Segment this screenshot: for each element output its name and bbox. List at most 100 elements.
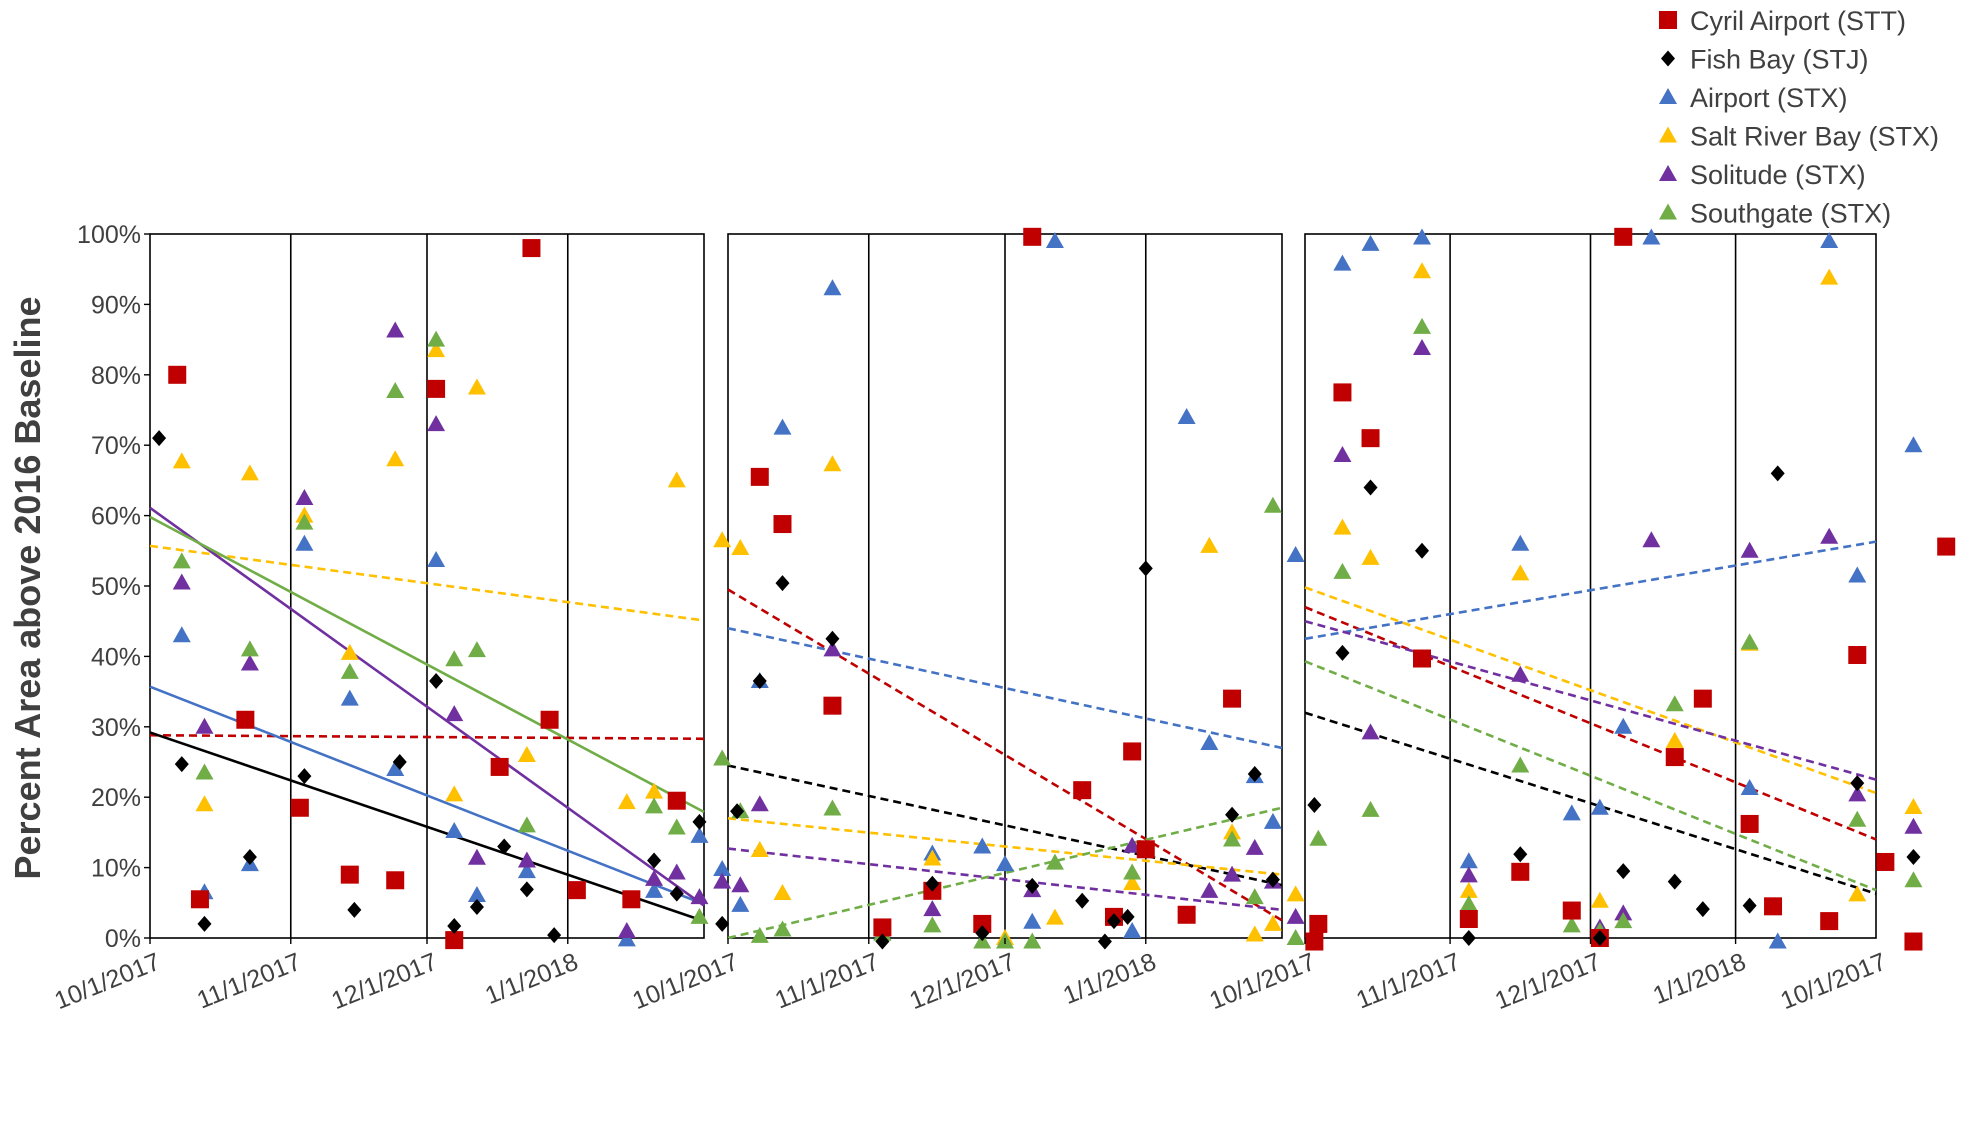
data-point xyxy=(1562,901,1581,920)
data-point xyxy=(1695,901,1710,918)
data-point xyxy=(1848,810,1867,827)
data-point xyxy=(290,798,309,817)
data-point xyxy=(1459,909,1478,928)
legend-marker xyxy=(1659,165,1677,181)
data-point xyxy=(1245,888,1264,905)
data-point xyxy=(823,279,842,296)
data-point xyxy=(195,795,214,812)
data-point xyxy=(1461,930,1476,946)
data-point xyxy=(467,378,486,395)
data-point xyxy=(690,907,709,924)
data-point xyxy=(973,914,992,933)
data-point xyxy=(1263,914,1282,931)
data-point xyxy=(1459,852,1478,869)
y-tick-label: 50% xyxy=(91,573,141,601)
data-point xyxy=(1307,796,1322,813)
x-tick-label: 11/1/2017 xyxy=(771,948,883,1015)
data-point xyxy=(1305,932,1324,951)
data-point xyxy=(1120,908,1135,925)
trendline xyxy=(727,626,1283,750)
data-point xyxy=(240,640,259,657)
data-point xyxy=(1693,689,1712,708)
data-point xyxy=(667,863,686,880)
data-point xyxy=(168,365,187,384)
data-point xyxy=(823,696,842,715)
data-point xyxy=(1123,836,1142,853)
data-point xyxy=(773,883,792,900)
data-point xyxy=(823,640,842,657)
data-point xyxy=(517,862,536,879)
data-point xyxy=(195,763,214,780)
data-point xyxy=(996,855,1014,872)
x-tick-label: 10/1/2017 xyxy=(1206,948,1320,1016)
data-point xyxy=(1223,830,1242,847)
data-point xyxy=(1904,932,1923,951)
data-point xyxy=(517,851,536,868)
x-tick-label: 10/1/2017 xyxy=(629,948,743,1016)
data-point xyxy=(645,782,664,799)
data-point xyxy=(923,900,942,917)
data-point xyxy=(1363,479,1378,496)
data-point xyxy=(392,754,407,770)
y-tick-label: 80% xyxy=(91,362,141,390)
data-point xyxy=(1459,866,1478,883)
data-point xyxy=(1848,566,1867,583)
data-point xyxy=(297,768,312,785)
data-point xyxy=(1286,929,1305,945)
data-point xyxy=(467,641,486,658)
legend-marker xyxy=(1659,11,1677,29)
data-point xyxy=(1333,383,1352,402)
data-point xyxy=(427,379,446,398)
data-point xyxy=(467,848,486,865)
data-point xyxy=(447,918,462,935)
trendline xyxy=(727,806,1283,940)
data-point xyxy=(1361,548,1380,565)
data-point xyxy=(1045,853,1064,870)
data-point xyxy=(1335,644,1350,661)
data-point xyxy=(1333,254,1352,271)
data-point xyxy=(1309,914,1328,933)
data-point xyxy=(1200,536,1219,553)
data-point xyxy=(386,381,405,398)
data-point xyxy=(1459,881,1478,898)
data-point xyxy=(875,933,890,950)
data-point xyxy=(295,489,314,505)
data-point xyxy=(1820,527,1839,544)
data-point xyxy=(1106,913,1121,930)
data-point xyxy=(445,705,464,722)
trendline xyxy=(149,506,705,907)
data-point xyxy=(1770,465,1785,482)
y-tick-label: 40% xyxy=(91,643,141,671)
trendline xyxy=(149,731,705,923)
data-point xyxy=(1075,892,1090,909)
data-point xyxy=(617,930,636,947)
legend-marker xyxy=(1659,88,1677,104)
legend-label: Salt River Bay (STX) xyxy=(1690,122,1939,152)
data-point xyxy=(1590,798,1609,815)
data-point xyxy=(1223,689,1242,708)
data-point xyxy=(1200,733,1219,750)
y-tick-label: 0% xyxy=(105,925,141,953)
data-point xyxy=(1740,541,1759,558)
data-point xyxy=(1265,871,1280,888)
data-point xyxy=(242,849,257,866)
data-point xyxy=(386,871,405,890)
data-point xyxy=(1511,564,1530,581)
data-point xyxy=(823,455,842,472)
data-point xyxy=(429,673,444,690)
data-point xyxy=(667,471,686,488)
data-point xyxy=(873,918,892,937)
data-point xyxy=(775,575,790,592)
y-tick-label: 90% xyxy=(91,291,141,319)
data-point xyxy=(1742,897,1757,914)
data-point xyxy=(645,797,664,814)
data-point xyxy=(1562,804,1581,821)
data-point xyxy=(1413,262,1432,279)
data-point xyxy=(386,450,405,467)
trendline xyxy=(149,544,705,622)
trendline xyxy=(727,817,1283,876)
x-tick-label: 10/1/2017 xyxy=(51,948,165,1016)
legend-label: Southgate (STX) xyxy=(1690,199,1891,229)
data-point xyxy=(172,626,191,643)
